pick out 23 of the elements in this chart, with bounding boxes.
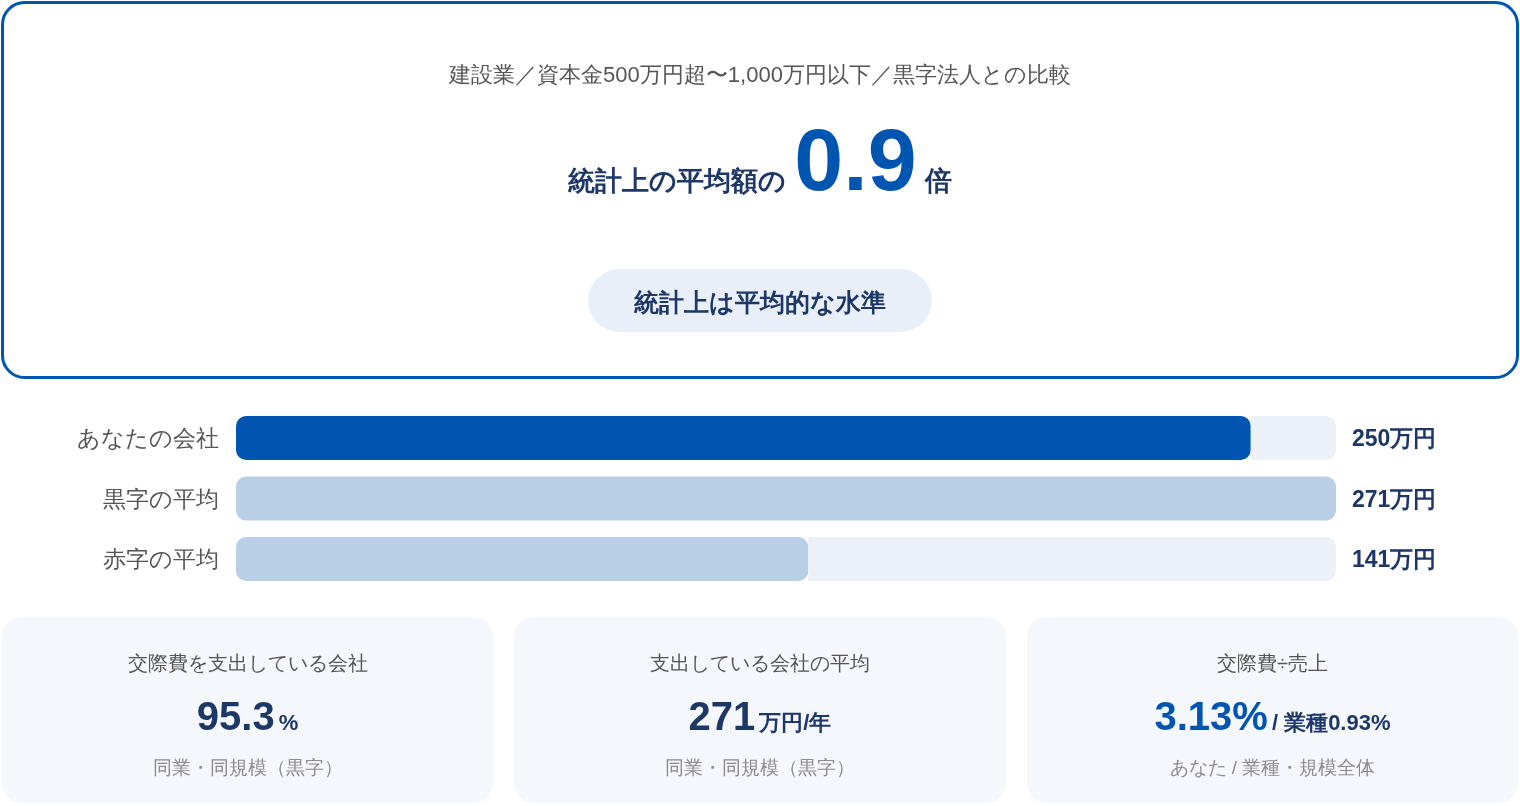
text: 万円/年: [758, 710, 832, 735]
text: あなた / 業種・規模全体: [1169, 757, 1376, 778]
text: 建設業／資本金500万円超〜1,000万円以下／黒字法人との比較: [448, 62, 1071, 87]
y-tick-label: あなたの会社: [77, 425, 219, 451]
text: 統計上の平均額の: [567, 166, 787, 196]
text: 271: [688, 694, 756, 738]
text: 95.3: [196, 694, 275, 738]
text: / 業種0.93%: [1271, 710, 1391, 735]
text: 交際費÷売上: [1217, 652, 1328, 674]
text: 0.9: [794, 110, 917, 209]
text: %: [278, 710, 299, 735]
text: 交際費を支出している会社: [127, 652, 368, 674]
text: 3.13%: [1154, 694, 1268, 738]
data-label: 271万円: [1352, 485, 1437, 512]
text: 同業・同規模（黒字）: [152, 757, 343, 778]
text: 倍: [923, 166, 952, 196]
data-label: 250万円: [1352, 425, 1437, 451]
y-tick-label: 赤字の平均: [103, 546, 219, 572]
y-tick-label: 黒字の平均: [103, 485, 219, 512]
text: 統計上は平均的な水準: [633, 288, 886, 316]
data-label: 141万円: [1352, 546, 1437, 572]
text: 支出している会社の平均: [650, 652, 870, 674]
text: 同業・同規模（黒字）: [665, 757, 855, 778]
